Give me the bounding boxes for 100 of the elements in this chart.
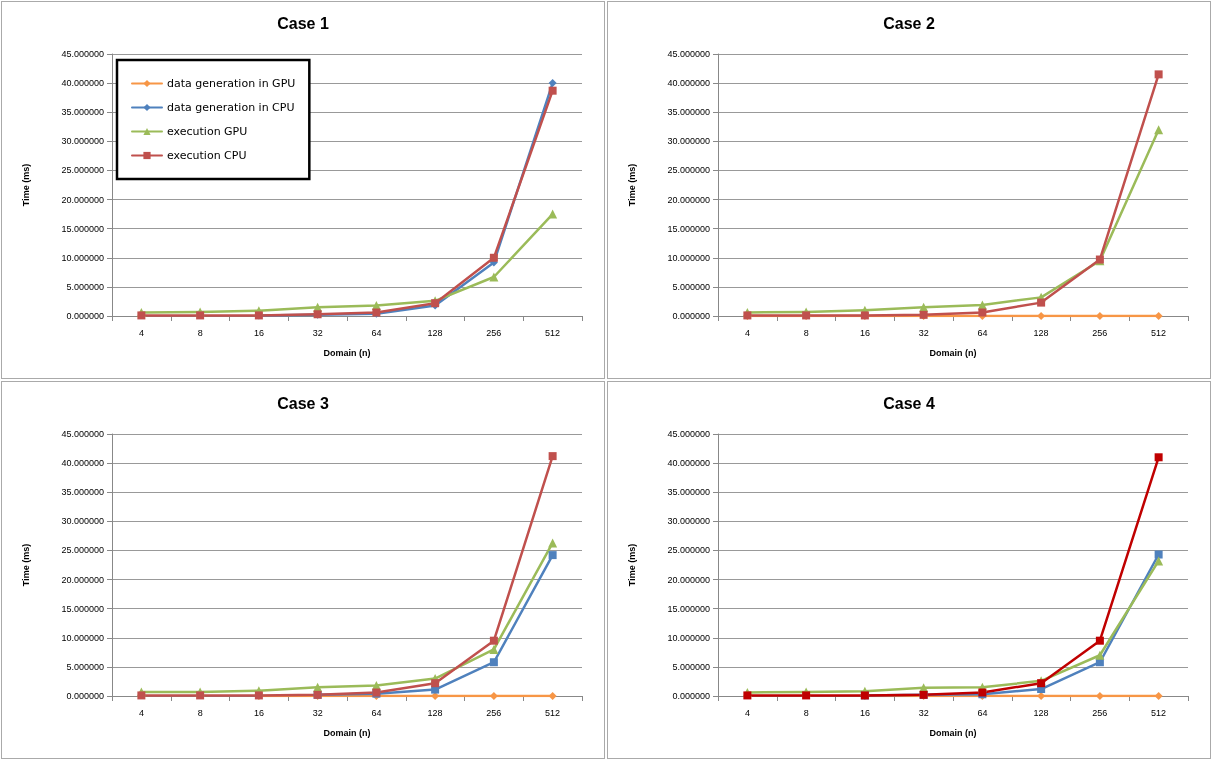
y-tick-label: 30.000000 xyxy=(61,136,104,147)
y-tick-label: 10.000000 xyxy=(667,632,710,643)
point xyxy=(1095,650,1105,660)
y-tick-label: 20.000000 xyxy=(61,574,104,585)
y-tick-label: 40.000000 xyxy=(61,78,104,89)
x-axis-title: Domain (n) xyxy=(323,727,371,738)
x-tick-label: 256 xyxy=(1092,327,1108,338)
x-tick-label: 512 xyxy=(545,327,561,338)
x-tick-label: 8 xyxy=(197,327,203,338)
y-tick-label: 45.000000 xyxy=(667,49,710,59)
y-tick-label: 45.000000 xyxy=(61,429,104,439)
y-tick-label: 35.000000 xyxy=(61,107,104,118)
x-axis-title: Domain (n) xyxy=(929,727,977,738)
y-tick-label: 0.000000 xyxy=(66,311,104,321)
legend-label: execution CPU xyxy=(167,149,247,162)
y-tick-label: 30.000000 xyxy=(667,516,710,527)
y-axis-title: Time (ms) xyxy=(20,163,31,207)
y-tick-label: 20.000000 xyxy=(667,574,710,585)
y-tick-label: 5.000000 xyxy=(66,281,104,292)
y-tick-label: 0.000000 xyxy=(672,311,710,321)
x-tick-label: 32 xyxy=(918,327,929,338)
y-tick-label: 35.000000 xyxy=(667,487,710,498)
x-tick-label: 512 xyxy=(1151,327,1167,338)
y-tick-label: 40.000000 xyxy=(667,458,710,469)
x-tick-label: 4 xyxy=(744,707,750,718)
y-tick-label: 35.000000 xyxy=(61,487,104,498)
x-tick-label: 4 xyxy=(138,707,144,718)
y-tick-label: 5.000000 xyxy=(672,661,710,672)
point xyxy=(548,86,557,95)
point xyxy=(489,658,498,667)
point xyxy=(489,253,498,262)
x-tick-label: 16 xyxy=(253,707,264,718)
point xyxy=(431,679,440,688)
point xyxy=(1154,312,1163,320)
y-tick-label: 45.000000 xyxy=(667,429,710,439)
x-tick-label: 256 xyxy=(486,327,502,338)
chart-title: Case 3 xyxy=(277,394,329,412)
y-tick-label: 5.000000 xyxy=(672,281,710,292)
x-tick-label: 32 xyxy=(312,327,323,338)
x-tick-label: 8 xyxy=(803,707,809,718)
legend-label: data generation in CPU xyxy=(167,101,295,114)
point xyxy=(548,209,558,219)
point xyxy=(1037,298,1046,307)
y-tick-label: 20.000000 xyxy=(667,194,710,205)
x-tick-label: 32 xyxy=(918,707,929,718)
x-tick-label: 64 xyxy=(371,327,382,338)
y-tick-label: 5.000000 xyxy=(66,661,104,672)
x-axis-title: Domain (n) xyxy=(929,347,977,358)
point xyxy=(548,79,557,88)
x-tick-label: 256 xyxy=(1092,707,1108,718)
y-axis-title: Time (ms) xyxy=(20,543,31,587)
x-tick-label: 128 xyxy=(427,327,443,338)
y-tick-label: 25.000000 xyxy=(61,165,104,176)
x-axis-title: Domain (n) xyxy=(323,347,371,358)
point xyxy=(196,311,205,320)
y-tick-label: 25.000000 xyxy=(667,545,710,556)
x-tick-label: 256 xyxy=(486,707,502,718)
y-tick-label: 30.000000 xyxy=(61,516,104,527)
y-tick-label: 15.000000 xyxy=(61,223,104,234)
point xyxy=(548,551,557,560)
y-tick-label: 25.000000 xyxy=(61,545,104,556)
x-tick-label: 128 xyxy=(1033,707,1049,718)
point xyxy=(548,692,557,700)
x-tick-label: 512 xyxy=(545,707,561,718)
point xyxy=(1154,453,1163,462)
y-tick-label: 25.000000 xyxy=(667,165,710,176)
point xyxy=(489,636,498,645)
x-tick-label: 128 xyxy=(427,707,443,718)
y-tick-label: 10.000000 xyxy=(61,252,104,263)
x-tick-label: 4 xyxy=(744,327,750,338)
y-axis-title: Time (ms) xyxy=(626,543,637,587)
x-tick-label: 64 xyxy=(371,707,382,718)
x-tick-label: 32 xyxy=(312,707,323,718)
point xyxy=(1095,636,1104,645)
point xyxy=(1154,125,1164,135)
y-tick-label: 10.000000 xyxy=(61,632,104,643)
point xyxy=(196,691,205,700)
point xyxy=(489,644,499,654)
legend-label: data generation in GPU xyxy=(167,77,296,90)
y-tick-label: 45.000000 xyxy=(61,49,104,59)
x-tick-label: 8 xyxy=(803,327,809,338)
y-tick-label: 10.000000 xyxy=(667,252,710,263)
y-tick-label: 15.000000 xyxy=(667,223,710,234)
y-tick-label: 40.000000 xyxy=(61,458,104,469)
y-tick-label: 30.000000 xyxy=(667,136,710,147)
x-tick-label: 64 xyxy=(977,707,988,718)
chart-title: Case 4 xyxy=(883,394,935,412)
y-tick-label: 15.000000 xyxy=(667,603,710,614)
point xyxy=(137,691,146,700)
chart-title: Case 1 xyxy=(277,14,329,32)
legend-label: execution GPU xyxy=(167,125,248,138)
y-tick-label: 0.000000 xyxy=(66,691,104,701)
point xyxy=(548,452,557,461)
x-tick-label: 8 xyxy=(197,707,203,718)
x-tick-label: 16 xyxy=(859,707,870,718)
x-tick-label: 128 xyxy=(1033,327,1049,338)
y-axis-title: Time (ms) xyxy=(626,163,637,207)
x-tick-label: 16 xyxy=(859,327,870,338)
y-tick-label: 35.000000 xyxy=(667,107,710,118)
point xyxy=(978,308,987,317)
